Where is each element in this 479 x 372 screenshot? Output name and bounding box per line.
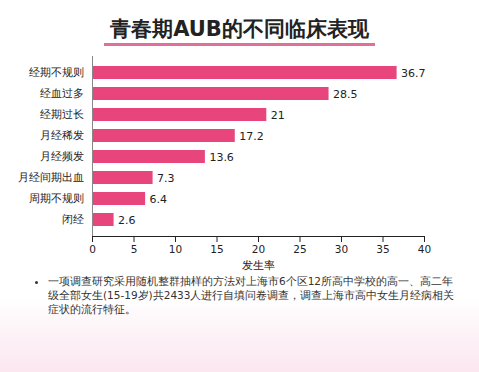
svg-text:20: 20 — [252, 243, 265, 255]
svg-text:10: 10 — [169, 243, 182, 255]
svg-text:月经间期出血: 月经间期出血 — [18, 171, 84, 183]
svg-text:17.2: 17.2 — [239, 130, 264, 143]
svg-text:2.6: 2.6 — [118, 214, 136, 227]
svg-text:21: 21 — [271, 109, 285, 122]
svg-text:7.3: 7.3 — [157, 172, 175, 185]
svg-text:经期不规则: 经期不规则 — [29, 66, 84, 78]
svg-text:月经频发: 月经频发 — [40, 150, 84, 162]
svg-text:25: 25 — [293, 243, 306, 255]
svg-text:闭经: 闭经 — [62, 213, 84, 225]
svg-text:40: 40 — [418, 243, 431, 255]
svg-text:经血过多: 经血过多 — [40, 87, 84, 99]
svg-text:0: 0 — [89, 243, 96, 255]
svg-text:月经稀发: 月经稀发 — [40, 129, 84, 141]
svg-text:30: 30 — [335, 243, 348, 255]
svg-text:6.4: 6.4 — [150, 193, 168, 206]
svg-text:15: 15 — [210, 243, 223, 255]
svg-text:35: 35 — [376, 243, 389, 255]
svg-text:发生率: 发生率 — [242, 259, 275, 271]
svg-text:13.6: 13.6 — [209, 151, 234, 164]
svg-text:28.5: 28.5 — [333, 88, 358, 101]
svg-text:36.7: 36.7 — [401, 67, 426, 80]
html-text:青春期AUB的不同临床表现: 青春期AUB的不同临床表现 — [110, 17, 369, 41]
svg-text:周期不规则: 周期不规则 — [29, 192, 84, 204]
html-text:一项调查研究采用随机整群抽样的方法对上海市6个区12所高中学: 一项调查研究采用随机整群抽样的方法对上海市6个区12所高中学校的高一、高二年级全… — [48, 275, 455, 315]
svg-text:5: 5 — [131, 243, 138, 255]
svg-text:经期过长: 经期过长 — [40, 108, 84, 120]
